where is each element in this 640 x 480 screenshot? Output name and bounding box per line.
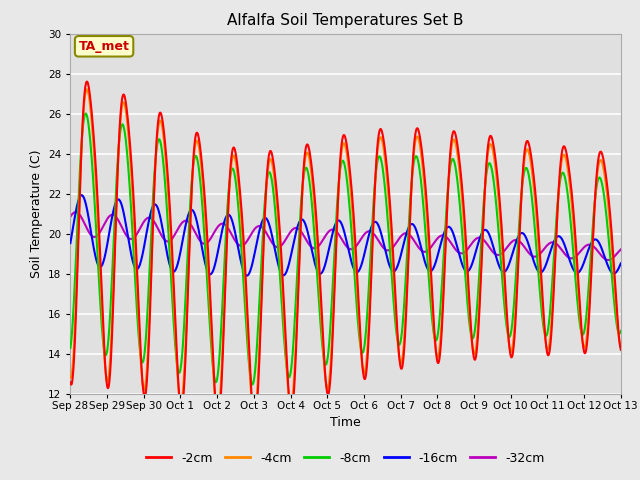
Y-axis label: Soil Temperature (C): Soil Temperature (C) (29, 149, 43, 278)
X-axis label: Time: Time (330, 416, 361, 429)
Legend: -2cm, -4cm, -8cm, -16cm, -32cm: -2cm, -4cm, -8cm, -16cm, -32cm (141, 447, 550, 469)
Text: TA_met: TA_met (79, 40, 129, 53)
Title: Alfalfa Soil Temperatures Set B: Alfalfa Soil Temperatures Set B (227, 13, 464, 28)
